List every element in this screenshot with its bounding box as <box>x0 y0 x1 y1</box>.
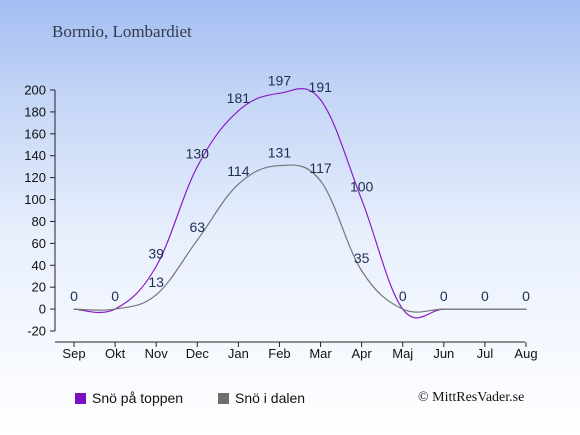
x-tick-label: Apr <box>352 346 373 361</box>
chart-title: Bormio, Lombardiet <box>52 22 192 41</box>
data-point <box>402 308 404 310</box>
data-label: 63 <box>189 219 205 235</box>
x-tick-label: Jan <box>228 346 249 361</box>
x-tick-label: Dec <box>186 346 210 361</box>
x-tick-label: Aug <box>514 346 537 361</box>
data-label: 117 <box>309 160 332 176</box>
data-point <box>155 265 157 267</box>
data-point <box>361 198 363 201</box>
y-tick-label: 160 <box>24 126 46 141</box>
data-label: 100 <box>350 179 374 195</box>
credit-text: © MittResVader.se <box>418 390 525 405</box>
x-tick-label: Sep <box>62 346 85 361</box>
data-label: 39 <box>148 245 164 261</box>
data-point <box>484 308 486 310</box>
data-label: 0 <box>440 288 448 304</box>
legend-swatch-valley <box>218 392 229 404</box>
data-label: 13 <box>148 274 164 290</box>
data-point <box>237 110 239 112</box>
x-tick-label: Mar <box>309 346 332 361</box>
data-label: 131 <box>268 145 292 161</box>
data-point <box>114 308 116 310</box>
data-point <box>361 270 363 272</box>
data-label: 130 <box>186 146 210 162</box>
data-label: 0 <box>111 288 119 304</box>
series-line-valley <box>73 164 526 313</box>
y-tick-label: 0 <box>39 302 46 317</box>
x-tick-label: Okt <box>105 346 126 361</box>
x-tick-label: Nov <box>145 346 169 361</box>
data-label: 0 <box>522 288 530 304</box>
y-tick-label: 80 <box>32 214 46 229</box>
data-label: 0 <box>481 288 489 304</box>
chart-axes: -20 0 20 40 60 80 100 120 140 160 180 200 Sep Okt Nov D… <box>24 83 537 362</box>
data-point <box>73 308 75 310</box>
y-tick-label: 140 <box>24 148 46 163</box>
series-lines <box>73 88 527 319</box>
data-point <box>278 164 281 167</box>
data-label: 191 <box>309 79 333 95</box>
y-tick-label: 20 <box>32 280 46 295</box>
data-point <box>443 308 445 310</box>
data-point <box>155 294 157 296</box>
x-tick-label: Feb <box>268 346 290 361</box>
data-point <box>196 166 198 168</box>
legend-item-top: Snö på toppen <box>75 390 183 406</box>
data-point <box>196 239 198 241</box>
data-label: 181 <box>227 90 251 106</box>
data-label: 35 <box>354 250 370 266</box>
y-tick-label: 120 <box>24 170 46 185</box>
legend-swatch-top <box>75 392 86 404</box>
data-labels: 0 0 39 130 181 197 191 100 0 0 0 0 13 63 114 131 117 35 <box>70 72 530 304</box>
data-label: 114 <box>227 163 250 179</box>
y-tick-label: 180 <box>24 104 46 119</box>
y-tick-label: 40 <box>32 258 46 273</box>
y-tick-label: 60 <box>32 236 46 251</box>
y-tick-label: -20 <box>27 324 46 339</box>
data-label: 197 <box>268 72 292 88</box>
data-point <box>525 308 527 310</box>
data-label: 0 <box>399 288 407 304</box>
legend-label-top: Snö på toppen <box>92 390 184 406</box>
legend-label-valley: Snö i dalen <box>235 390 306 406</box>
x-tick-label: Jun <box>433 346 454 361</box>
x-tick-label: Jul <box>477 346 494 361</box>
legend-item-valley: Snö i dalen <box>218 390 305 406</box>
data-point <box>278 92 281 94</box>
y-tick-label: 200 <box>24 83 46 98</box>
data-point <box>319 180 322 182</box>
data-label: 0 <box>70 288 78 304</box>
y-tick-label: 100 <box>24 192 46 207</box>
data-point <box>237 183 239 185</box>
data-point <box>319 99 322 101</box>
x-tick-label: Maj <box>392 346 413 361</box>
series-line-top <box>73 88 526 319</box>
